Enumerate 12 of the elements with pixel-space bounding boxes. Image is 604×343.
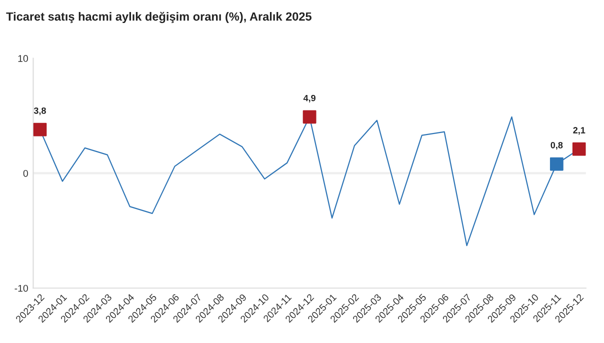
y-tick-label: 0 xyxy=(23,170,28,177)
data-label: 4,9 xyxy=(303,94,316,103)
point xyxy=(550,157,564,171)
point xyxy=(572,142,586,156)
data-label: 3,8 xyxy=(34,107,46,116)
point xyxy=(302,110,316,124)
data-label: 2,1 xyxy=(573,127,586,135)
y-tick-label: -10 xyxy=(14,284,28,292)
y-tick-label: 10 xyxy=(18,55,28,62)
data-label: 0,8 xyxy=(550,142,563,150)
chart-title: Ticaret satış hacmi aylık değişim oranı (%), Aralık 2025 xyxy=(6,12,312,24)
point xyxy=(33,122,47,136)
